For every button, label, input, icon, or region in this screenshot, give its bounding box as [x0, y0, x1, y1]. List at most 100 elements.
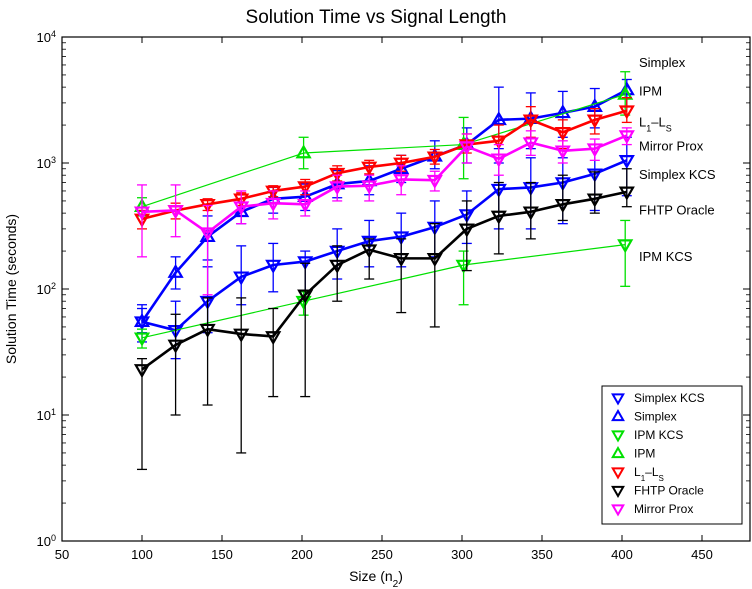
- legend-label: FHTP Oracle: [634, 484, 704, 498]
- legend-box: [601, 385, 743, 525]
- data-point: [199, 295, 216, 310]
- data-point: [554, 127, 571, 142]
- y-tick-label-base: 10: [37, 30, 51, 45]
- x-tick-label: 200: [291, 547, 313, 562]
- data-point: [586, 114, 603, 129]
- legend-label: IPM: [634, 447, 655, 461]
- data-point: [586, 193, 603, 208]
- series-line: [140, 88, 628, 323]
- legend-label-main: L: [634, 465, 641, 479]
- data-point: [522, 206, 539, 221]
- x-axis-label-sub: 2: [393, 579, 399, 589]
- series-line: [141, 159, 628, 332]
- data-point: [393, 174, 410, 189]
- axes: 50 100 150 200 250 300 350 400 45010010110210310…: [37, 29, 751, 562]
- data-point: [490, 210, 507, 225]
- data-point: [490, 135, 507, 150]
- legend-label-main: FHTP Oracle: [634, 484, 704, 498]
- legend-label-main: IPM KCS: [634, 428, 683, 442]
- series-label-sub2: S: [666, 123, 672, 133]
- series-fhtp-oracle: [133, 168, 635, 471]
- y-tick-label-base: 10: [37, 282, 51, 297]
- y-tick-label-base: 10: [37, 156, 51, 171]
- legend-marker: [611, 393, 625, 406]
- data-point: [361, 244, 378, 259]
- data-point: [393, 231, 410, 246]
- data-point: [329, 167, 346, 182]
- legend-label-main: IPM: [634, 447, 655, 461]
- x-tick-label: 50: [55, 547, 69, 562]
- data-point: [361, 161, 378, 176]
- data-point: [233, 271, 250, 286]
- data-point: [618, 186, 635, 201]
- y-axis-label: Solution Time (seconds): [3, 214, 19, 364]
- x-tick-label: 250: [371, 547, 393, 562]
- data-point: [233, 328, 250, 343]
- series-label: Simplex KCS: [639, 167, 716, 182]
- data-point: [265, 259, 282, 274]
- series-label: IPM: [639, 83, 662, 98]
- legend-label-main: Simplex KCS: [634, 391, 705, 405]
- chart-title: Solution Time vs Signal Length: [246, 7, 507, 28]
- x-tick-label: 450: [691, 547, 713, 562]
- data-point: [297, 198, 314, 214]
- data-point: [329, 181, 346, 196]
- legend-label-mid: –L: [645, 465, 659, 479]
- data-point: [490, 153, 507, 168]
- y-tick-label-exponent: 4: [51, 29, 56, 39]
- data-point: [393, 253, 410, 268]
- data-point: [618, 105, 635, 120]
- data-point: [458, 223, 475, 238]
- data-point: [426, 151, 443, 166]
- legend-label: L1–LS: [634, 465, 664, 483]
- data-point: [133, 313, 151, 328]
- legend-label: Simplex KCS: [634, 391, 705, 405]
- data-point: [265, 331, 282, 346]
- data-point: [586, 168, 603, 183]
- data-point: [617, 85, 634, 100]
- data-point: [554, 145, 571, 160]
- data-point: [167, 263, 184, 278]
- series-label-main: Simplex: [639, 55, 686, 70]
- x-tick-label: 150: [211, 547, 233, 562]
- series-labels: Simplex IPM L1–LS Mirror Prox Simplex KCS FHT…: [639, 55, 716, 264]
- data-point: [199, 227, 216, 242]
- data-point: [233, 201, 250, 216]
- y-tick-label: 104: [37, 29, 56, 45]
- data-point: [297, 289, 314, 304]
- y-tick-label: 102: [37, 281, 56, 297]
- data-point: [265, 185, 282, 200]
- data-point: [297, 181, 314, 196]
- y-tick-label-base: 10: [37, 534, 51, 549]
- series-label: IPM KCS: [639, 249, 693, 264]
- data-point: [426, 221, 443, 236]
- data-point: [199, 323, 216, 338]
- x-axis-label-close: ): [398, 568, 403, 584]
- data-point: [133, 206, 151, 221]
- series-label-main: IPM KCS: [639, 249, 693, 264]
- plot-area: [133, 71, 635, 471]
- legend-label: Mirror Prox: [634, 502, 693, 516]
- data-point: [295, 144, 312, 159]
- data-point: [426, 253, 443, 268]
- series-mirror-prox: [133, 127, 635, 296]
- series-line: [141, 190, 628, 371]
- series-line: [141, 93, 626, 208]
- series-label-main: FHTP Oracle: [639, 202, 715, 217]
- data-point: [426, 174, 443, 189]
- x-tick-label: 300: [451, 547, 473, 562]
- legend-marker: [611, 467, 625, 480]
- legend-marker: [611, 485, 625, 499]
- series-label: Mirror Prox: [639, 139, 704, 154]
- x-tick-label: 400: [611, 547, 633, 562]
- data-point: [554, 198, 571, 214]
- y-tick-label: 101: [37, 407, 56, 423]
- series-l1-ls: [133, 97, 635, 230]
- legend-marker: [611, 408, 625, 422]
- series-label-main: Simplex KCS: [639, 167, 716, 182]
- data-point: [265, 197, 282, 212]
- data-point: [490, 111, 507, 126]
- legend-marker: [611, 445, 625, 459]
